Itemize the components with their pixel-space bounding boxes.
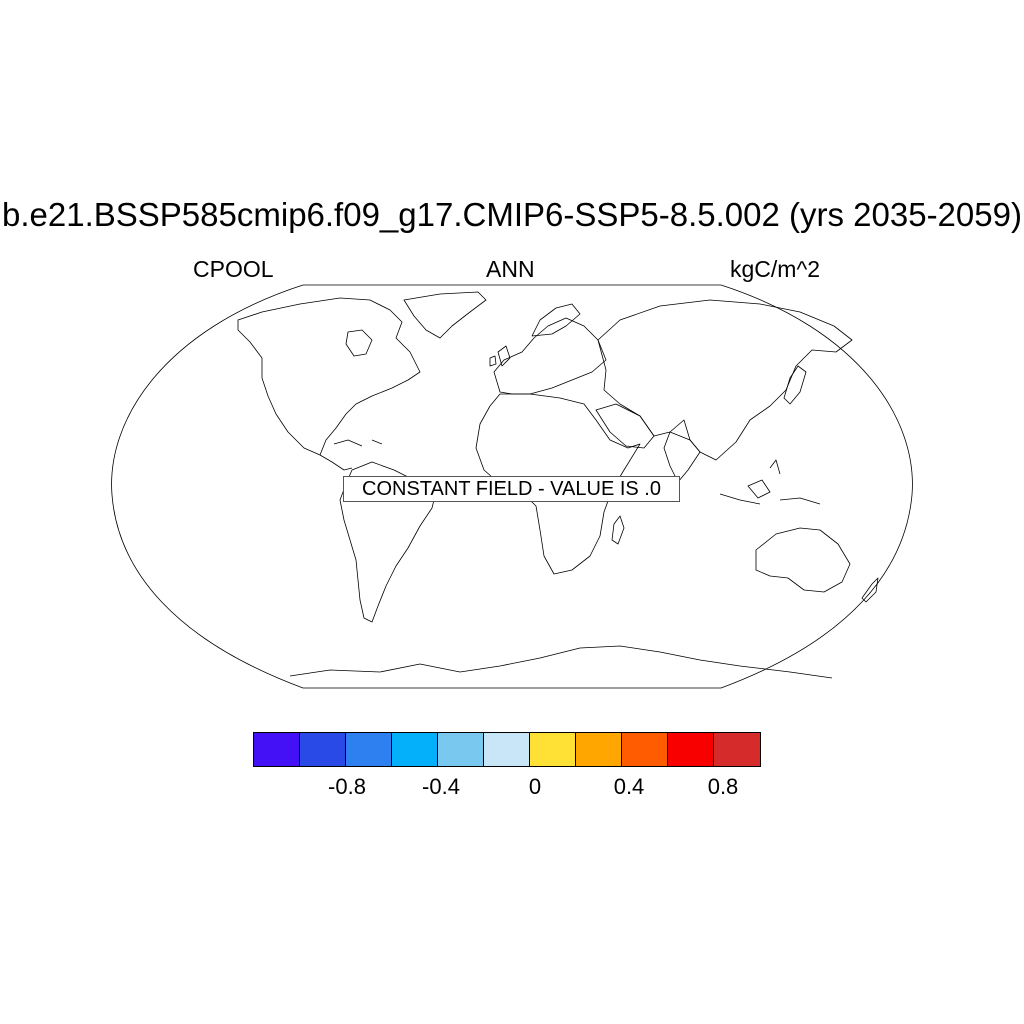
coastline-japan [783,365,807,405]
colorbar-tick-label: 0.8 [707,774,739,799]
colorbar-box [714,733,760,766]
colorbar-tick-label: 0 [528,774,542,799]
coastline-greenland [403,291,487,339]
colorbar-box [346,733,392,766]
variable-label: CPOOL [193,256,274,282]
colorbar-tick-label: 0.4 [613,774,645,799]
units-label: kgC/m^2 [730,256,821,282]
coastline-antarctica [289,645,833,679]
colorbar-box [622,733,668,766]
coastline-europe [493,317,607,395]
colorbar-box [668,733,714,766]
colorbar-tick-label: -0.8 [328,774,366,799]
coastlines [237,291,879,679]
colorbar-box [300,733,346,766]
season-label: ANN [486,256,535,282]
coastline-north-america [237,297,421,456]
coastline-madagascar [611,515,625,545]
coastline-british-isles [489,345,511,367]
coastline-scandinavia [531,303,581,337]
colorbar-box [484,733,530,766]
coastline-arabia [595,403,655,449]
colorbar [253,732,761,767]
coastline-indonesia [719,459,821,505]
constant-field-message: CONSTANT FIELD - VALUE IS .0 [343,476,680,502]
coastline-asia [597,299,853,461]
map-outline [111,284,913,689]
coastline-central-america [319,439,383,471]
colorbar-box [392,733,438,766]
colorbar-box [254,733,300,766]
colorbar-box [576,733,622,766]
colorbar-box [438,733,484,766]
coastline-india [663,431,701,483]
colorbar-tick-label: -0.4 [422,774,460,799]
coastline-new-zealand [861,577,879,603]
coastline-hudson-bay [345,329,373,357]
plot-title: b.e21.BSSP585cmip6.f09_g17.CMIP6-SSP5-8.… [2,196,1022,233]
colorbar-box [530,733,576,766]
coastline-africa [475,393,641,575]
coastline-australia [755,527,851,593]
